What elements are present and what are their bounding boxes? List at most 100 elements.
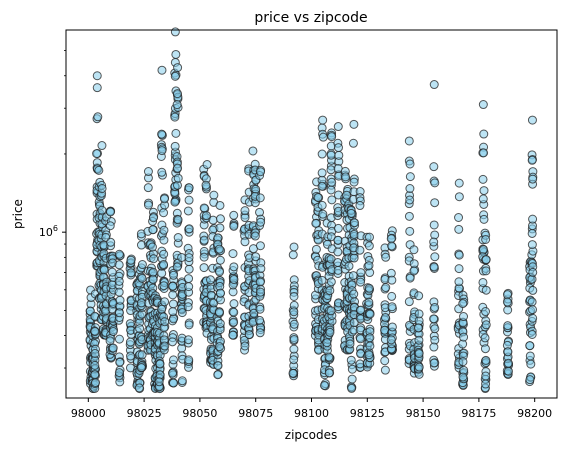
scatter-point bbox=[172, 89, 182, 99]
scatter-point-outlier bbox=[429, 80, 439, 90]
scatter-point bbox=[160, 297, 170, 307]
scatter-point bbox=[184, 253, 194, 263]
scatter-point bbox=[177, 376, 187, 386]
scatter-point bbox=[115, 295, 125, 305]
scatter-point bbox=[364, 261, 374, 271]
scatter-point bbox=[159, 208, 169, 218]
scatter-point bbox=[481, 355, 491, 365]
scatter-point bbox=[454, 213, 464, 222]
scatter-point bbox=[454, 277, 464, 287]
scatter-point bbox=[115, 357, 125, 367]
scatter-point bbox=[481, 320, 491, 330]
scatter-point bbox=[168, 337, 177, 347]
scatter-point bbox=[430, 178, 440, 188]
scatter-point bbox=[346, 355, 356, 365]
scatter-point bbox=[527, 228, 537, 238]
scatter-point bbox=[168, 378, 178, 388]
scatter-point bbox=[229, 299, 239, 309]
x-tick-label: 98150 bbox=[406, 407, 441, 420]
scatter-point bbox=[244, 329, 254, 339]
scatter-point bbox=[229, 221, 239, 231]
scatter-point bbox=[347, 364, 357, 374]
scatter-point bbox=[326, 150, 336, 160]
scatter-point-outlier bbox=[318, 115, 328, 125]
scatter-point bbox=[333, 235, 343, 245]
scatter-point bbox=[348, 138, 358, 148]
scatter-point bbox=[413, 323, 423, 333]
scatter-point bbox=[527, 155, 537, 165]
scatter-point bbox=[229, 317, 239, 327]
scatter-point bbox=[184, 282, 194, 292]
scatter-point bbox=[381, 283, 391, 293]
scatter-point bbox=[503, 366, 513, 376]
scatter-point bbox=[201, 180, 211, 190]
scatter-point bbox=[148, 213, 158, 223]
scatter-point bbox=[317, 149, 327, 159]
scatter-point bbox=[479, 186, 489, 196]
scatter-point bbox=[255, 304, 265, 314]
scatter-point bbox=[414, 362, 424, 372]
x-tick-label: 98100 bbox=[294, 407, 329, 420]
scatter-point bbox=[126, 255, 136, 265]
scatter-point-outlier bbox=[92, 71, 102, 81]
scatter-point bbox=[143, 183, 153, 193]
scatter-point bbox=[149, 254, 159, 264]
scatter-point bbox=[213, 361, 223, 371]
scatter-point bbox=[289, 344, 299, 354]
scatter-point bbox=[454, 224, 464, 234]
scatter-point bbox=[173, 163, 183, 173]
scatter-point bbox=[387, 291, 397, 301]
scatter-point bbox=[170, 71, 180, 81]
scatter-point bbox=[430, 302, 440, 312]
scatter-point bbox=[405, 226, 415, 236]
scatter-point bbox=[479, 214, 489, 224]
scatter-point bbox=[177, 308, 187, 318]
scatter-point bbox=[317, 200, 327, 210]
scatter-point bbox=[135, 324, 145, 334]
scatter-point bbox=[199, 252, 209, 262]
scatter-point bbox=[318, 132, 328, 142]
scatter-point bbox=[172, 262, 182, 272]
scatter-point bbox=[503, 321, 513, 331]
scatter-point bbox=[184, 264, 194, 274]
scatter-point bbox=[206, 275, 215, 285]
scatter-point bbox=[430, 198, 440, 208]
scatter-point bbox=[201, 211, 211, 221]
scatter-point bbox=[480, 333, 490, 343]
scatter-point bbox=[168, 281, 178, 291]
scatter-point bbox=[326, 165, 336, 175]
scatter-point bbox=[114, 308, 124, 318]
scatter-point bbox=[160, 317, 170, 327]
scatter-point bbox=[313, 192, 323, 202]
scatter-point bbox=[289, 291, 299, 301]
scatter-point-outlier bbox=[157, 65, 167, 75]
scatter-point bbox=[114, 334, 124, 344]
scatter-point bbox=[349, 177, 359, 187]
scatter-point bbox=[184, 274, 194, 284]
scatter-point bbox=[405, 159, 415, 169]
scatter-point bbox=[481, 285, 491, 295]
scatter-point bbox=[355, 245, 365, 255]
scatter-point bbox=[387, 302, 397, 312]
scatter-point bbox=[229, 262, 239, 272]
scatter-point bbox=[154, 377, 164, 387]
scatter-point bbox=[528, 267, 538, 277]
scatter-point bbox=[256, 287, 266, 297]
scatter-point bbox=[184, 320, 194, 330]
scatter-point bbox=[346, 208, 356, 218]
scatter-point bbox=[215, 255, 225, 265]
scatter-point bbox=[255, 328, 265, 338]
scatter-point bbox=[114, 287, 124, 297]
scatter-point bbox=[94, 165, 104, 175]
scatter-point bbox=[183, 302, 193, 312]
scatter-point bbox=[364, 297, 374, 307]
scatter-point bbox=[106, 237, 116, 247]
scatter-point bbox=[215, 342, 225, 352]
scatter-point bbox=[404, 136, 414, 146]
scatter-point bbox=[327, 132, 337, 142]
scatter-point bbox=[481, 234, 491, 244]
scatter-point bbox=[289, 319, 299, 329]
scatter-point bbox=[528, 285, 538, 295]
scatter-point bbox=[404, 297, 414, 307]
scatter-point bbox=[311, 244, 321, 254]
